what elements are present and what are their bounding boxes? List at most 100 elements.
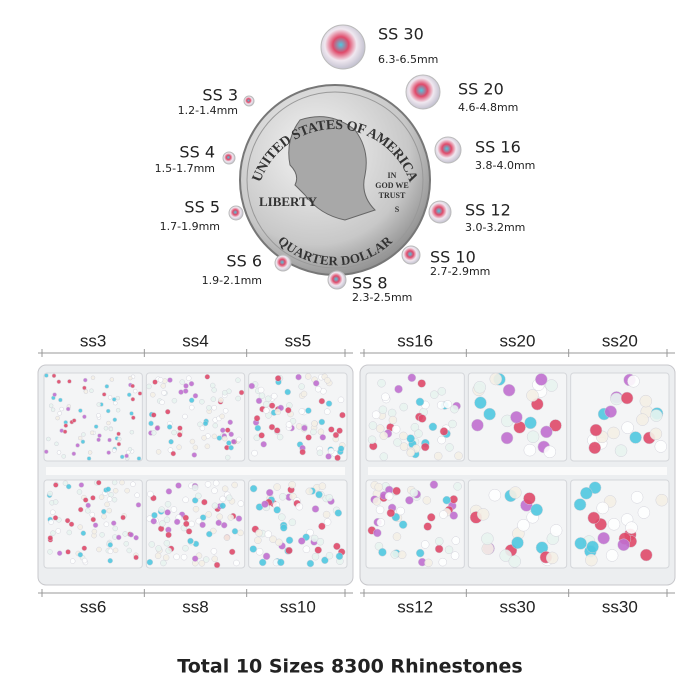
- rhinestone: [165, 409, 171, 415]
- rhinestone: [248, 382, 256, 390]
- size-range: 1.7-1.9mm: [160, 220, 220, 233]
- rhinestone: [324, 377, 331, 384]
- rhinestone: [325, 494, 334, 502]
- rhinestone: [335, 552, 344, 560]
- rhinestone: [160, 559, 167, 567]
- rhinestone: [605, 549, 619, 562]
- rhinestone: [305, 434, 312, 441]
- rhinestone: [614, 444, 628, 457]
- rhinestone: [187, 537, 194, 545]
- rhinestone: [83, 389, 89, 394]
- rhinestone: [255, 529, 263, 537]
- rhinestone: [310, 534, 319, 543]
- rhinestone: [270, 392, 278, 400]
- rhinestone: [199, 399, 205, 405]
- caption: Total 10 Sizes 8300 Rhinestones: [177, 656, 522, 678]
- rhinestone: [654, 440, 668, 453]
- rhinestone: [315, 490, 323, 499]
- rhinestone: [238, 389, 245, 396]
- rhinestone: [439, 510, 448, 519]
- rhinestone: [188, 404, 195, 411]
- rhinestone: [509, 486, 522, 499]
- rhinestone: [285, 536, 294, 545]
- rhinestone: [163, 539, 171, 547]
- rhinestone: [367, 435, 377, 445]
- rhinestone: [80, 439, 86, 445]
- rhinestone: [275, 538, 283, 547]
- rhinestone: [48, 403, 54, 408]
- rhinestone: [449, 495, 458, 504]
- rhinestone: [117, 436, 122, 442]
- rhinestone: [429, 480, 439, 489]
- size-stone: [401, 245, 421, 265]
- rhinestone: [130, 481, 136, 487]
- rhinestone: [104, 384, 110, 389]
- rhinestone: [51, 373, 57, 379]
- rhinestone: [50, 509, 56, 516]
- rhinestone: [199, 521, 206, 529]
- rhinestone: [201, 435, 207, 441]
- rhinestone: [213, 561, 221, 569]
- rhinestone: [129, 411, 134, 416]
- rhinestone: [399, 442, 409, 451]
- rhinestone: [312, 380, 320, 387]
- rhinestone: [393, 438, 402, 447]
- rhinestone: [319, 434, 327, 441]
- rhinestone: [299, 448, 306, 456]
- rhinestone: [61, 454, 66, 459]
- rhinestone: [219, 413, 225, 420]
- rhinestone: [57, 411, 62, 416]
- rhinestone: [87, 450, 93, 455]
- rhinestone: [81, 432, 86, 437]
- coin-motto: IN: [388, 171, 397, 180]
- rhinestone: [209, 382, 216, 389]
- rhinestone: [274, 408, 282, 416]
- rhinestone: [112, 417, 118, 422]
- rhinestone: [134, 492, 140, 498]
- rhinestone: [235, 377, 241, 383]
- size-stone: [243, 95, 255, 107]
- rhinestone: [97, 433, 102, 438]
- rhinestone: [274, 375, 282, 382]
- rhinestone: [78, 482, 85, 488]
- rhinestone: [298, 408, 306, 415]
- rhinestone: [268, 402, 276, 409]
- rhinestone: [255, 547, 264, 556]
- rhinestone: [268, 423, 276, 431]
- rhinestone: [620, 391, 634, 405]
- rhinestone: [152, 379, 158, 385]
- rhinestone: [98, 494, 105, 500]
- rhinestone: [225, 494, 233, 501]
- rhinestone: [96, 402, 101, 407]
- rhinestone: [166, 424, 173, 430]
- rhinestone: [508, 555, 521, 568]
- rhinestone: [154, 425, 161, 431]
- rhinestone: [285, 421, 293, 428]
- rhinestone: [535, 373, 548, 386]
- rhinestone: [165, 531, 172, 539]
- rhinestone: [133, 554, 139, 561]
- rhinestone: [438, 557, 447, 567]
- rhinestone: [191, 484, 199, 491]
- rhinestone: [236, 436, 242, 443]
- rhinestone: [322, 510, 331, 519]
- rhinestone: [113, 400, 118, 406]
- rhinestone: [617, 538, 630, 552]
- compartment-label: ss20: [500, 331, 536, 350]
- rhinestone: [91, 528, 98, 535]
- rhinestone: [110, 520, 117, 526]
- rhinestone: [386, 508, 396, 518]
- rhinestone: [314, 546, 322, 554]
- size-name: SS 16: [475, 138, 521, 157]
- rhinestone: [53, 482, 59, 488]
- rhinestone: [218, 397, 224, 403]
- rhinestone: [104, 501, 110, 508]
- rhinestone: [204, 374, 211, 380]
- rhinestone: [160, 383, 167, 389]
- rhinestone: [327, 447, 335, 455]
- rhinestone: [105, 486, 112, 492]
- rhinestone: [249, 484, 258, 493]
- size-range: 3.8-4.0mm: [475, 159, 535, 172]
- rhinestone: [392, 532, 402, 541]
- rhinestone: [231, 528, 239, 535]
